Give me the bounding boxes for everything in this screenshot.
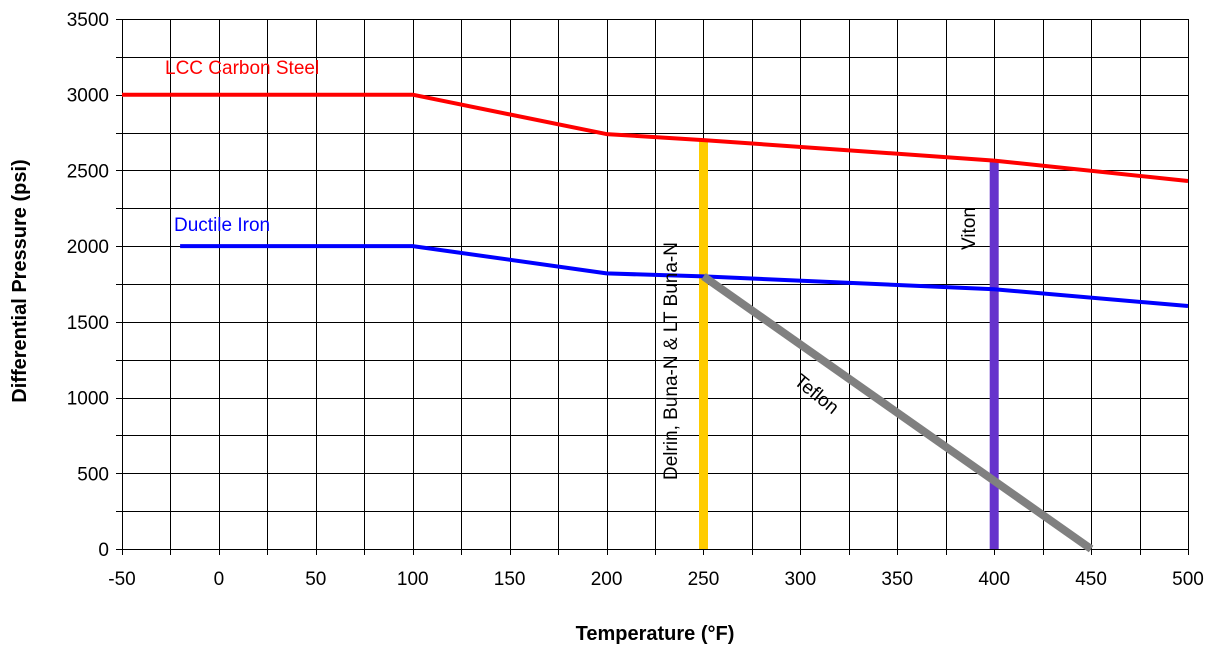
y-tick-label: 2000	[67, 237, 109, 258]
y-tick-label: 3500	[67, 10, 109, 31]
series-line-lcc-carbon-steel	[122, 92, 1189, 183]
x-tick-label: 500	[1172, 569, 1204, 590]
series-label-ductile-iron: Ductile Iron	[174, 215, 270, 236]
y-tick-label: 1500	[67, 313, 109, 334]
x-axis-title: Temperature (°F)	[576, 623, 735, 645]
grid	[116, 19, 1189, 555]
y-tick-label: 2500	[67, 161, 109, 182]
y-tick-label: 0	[98, 540, 109, 561]
y-tick-label: 500	[77, 464, 109, 485]
series-layer	[122, 92, 1189, 553]
y-tick-label: 3000	[67, 86, 109, 107]
x-tick-label: 150	[494, 569, 526, 590]
x-tick-label: -50	[108, 569, 135, 590]
x-tick-label: 350	[881, 569, 913, 590]
y-tick-label: 1000	[67, 389, 109, 410]
x-tick-label: 100	[397, 569, 429, 590]
x-tick-label: 200	[591, 569, 623, 590]
series-line-ductile-iron	[180, 244, 1189, 308]
x-tick-label: 450	[1075, 569, 1107, 590]
series-label-lcc-carbon-steel: LCC Carbon Steel	[165, 58, 319, 79]
x-tick-label: 0	[214, 569, 225, 590]
ticks-layer: -50 0 50 100 150 200 250 300 350 400 450 500 0 500 100…	[67, 10, 1204, 590]
series-label-viton: Viton	[959, 207, 980, 250]
series-label-delrin-buna-n: Delrin, Buna-N & LT Buna-N	[661, 242, 682, 480]
x-tick-label: 400	[978, 569, 1010, 590]
y-axis-title: Differential Pressure (psi)	[9, 159, 31, 402]
series-label-teflon: Teflon	[790, 371, 843, 419]
x-tick-label: 300	[785, 569, 817, 590]
x-tick-label: 250	[688, 569, 720, 590]
series-line-teflon	[701, 273, 1094, 553]
x-tick-label: 50	[305, 569, 326, 590]
